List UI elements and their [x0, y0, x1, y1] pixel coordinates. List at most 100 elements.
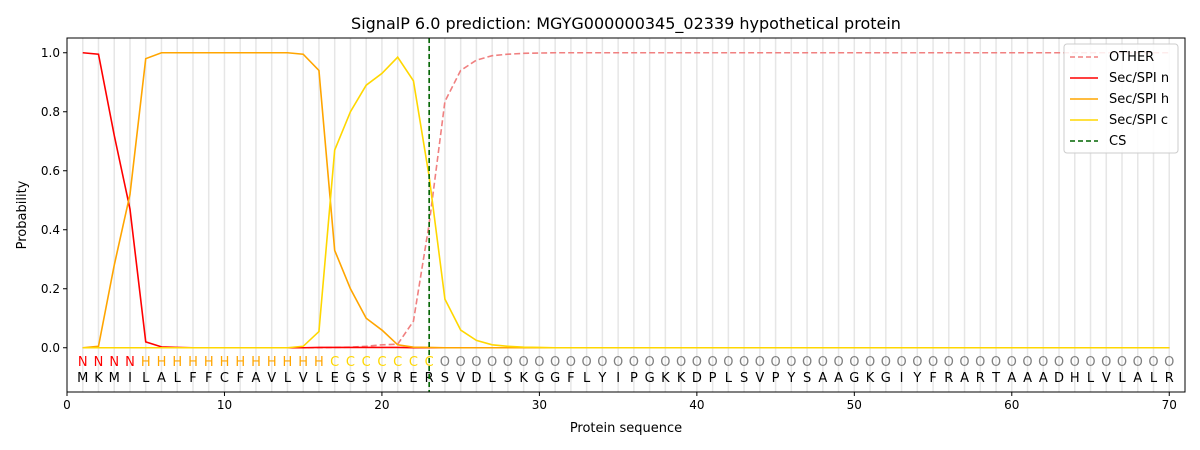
x-axis-label: Protein sequence — [570, 421, 682, 436]
region-label: O — [802, 355, 812, 370]
region-label: O — [440, 355, 450, 370]
region-label: O — [991, 355, 1001, 370]
plot-frame — [66, 37, 1186, 393]
y-tick-label: 0.8 — [41, 105, 60, 119]
x-tick-label: 60 — [1004, 398, 1019, 412]
region-label: N — [78, 355, 88, 370]
region-label: O — [786, 355, 796, 370]
region-label: O — [896, 355, 906, 370]
region-label: H — [157, 355, 167, 370]
region-label: N — [125, 355, 135, 370]
residue-letter: F — [189, 371, 196, 386]
residue-letter: K — [677, 371, 686, 386]
region-label: O — [770, 355, 780, 370]
region-label: O — [959, 355, 969, 370]
x-tick-label: 70 — [1162, 398, 1177, 412]
residue-letter: A — [1023, 371, 1032, 386]
region-label: O — [487, 355, 497, 370]
residue-letter: F — [929, 371, 936, 386]
x-tick-label: 10 — [217, 398, 232, 412]
region-label: O — [1007, 355, 1017, 370]
residue-letter: L — [583, 371, 591, 386]
x-tick-label: 20 — [374, 398, 389, 412]
residue-letter: P — [772, 371, 780, 386]
x-tick-label: 50 — [847, 398, 862, 412]
residue-letter: L — [489, 371, 497, 386]
residue-letter: Y — [912, 371, 921, 386]
region-label: O — [849, 355, 859, 370]
residue-letter: G — [345, 371, 355, 386]
residue-letter: G — [849, 371, 859, 386]
region-label: O — [550, 355, 560, 370]
region-label: C — [330, 355, 339, 370]
residue-letter: G — [881, 371, 891, 386]
residue-letter: V — [755, 371, 764, 386]
residue-letter: V — [377, 371, 386, 386]
region-label: O — [912, 355, 922, 370]
residue-letter: V — [456, 371, 465, 386]
series-line-sec-spi-h — [82, 51, 1170, 349]
residue-letter: I — [900, 371, 904, 386]
residue-letter: D — [1054, 371, 1064, 386]
region-label: O — [1054, 355, 1064, 370]
legend-entry: CS — [1109, 134, 1126, 149]
residue-letter: A — [157, 371, 166, 386]
series-line-sec-spi-n — [82, 51, 1170, 349]
residue-letter: V — [267, 371, 276, 386]
residue-letter: F — [236, 371, 243, 386]
residue-letter: A — [834, 371, 843, 386]
region-label: O — [566, 355, 576, 370]
chart-title: SignalP 6.0 prediction: MGYG000000345_02… — [351, 14, 901, 34]
residue-letter: G — [534, 371, 544, 386]
region-label: H — [204, 355, 214, 370]
legend-entry: Sec/SPI c — [1109, 113, 1168, 128]
residue-letter: A — [252, 371, 261, 386]
residue-letter: L — [1118, 371, 1126, 386]
region-label: O — [707, 355, 717, 370]
region-label: O — [881, 355, 891, 370]
residue-letter: V — [1102, 371, 1111, 386]
residue-letter: M — [109, 371, 120, 386]
region-label: O — [975, 355, 985, 370]
region-label: O — [519, 355, 529, 370]
region-label: O — [660, 355, 670, 370]
y-tick-label: 0.6 — [41, 164, 60, 178]
residue-letter: L — [1087, 371, 1095, 386]
region-label: O — [755, 355, 765, 370]
region-label: O — [818, 355, 828, 370]
region-label: O — [613, 355, 623, 370]
residue-letter: M — [77, 371, 88, 386]
region-label: O — [676, 355, 686, 370]
x-tick-label: 40 — [689, 398, 704, 412]
legend-entry: Sec/SPI h — [1109, 92, 1169, 107]
region-label: H — [251, 355, 261, 370]
residue-letter: D — [471, 371, 481, 386]
residue-letter: R — [976, 371, 985, 386]
residue-letter: A — [960, 371, 969, 386]
residue-letter: G — [645, 371, 655, 386]
residue-letter: K — [94, 371, 103, 386]
residue-letter: I — [128, 371, 132, 386]
x-tick-label: 0 — [63, 398, 71, 412]
residue-letter: S — [740, 371, 748, 386]
residue-letter: V — [299, 371, 308, 386]
region-label: H — [220, 355, 230, 370]
region-label: O — [1164, 355, 1174, 370]
region-label: O — [944, 355, 954, 370]
region-label: H — [298, 355, 308, 370]
x-tick-label: 30 — [532, 398, 547, 412]
residue-letter: S — [803, 371, 811, 386]
region-label: H — [314, 355, 324, 370]
region-label: O — [534, 355, 544, 370]
residue-letter: L — [142, 371, 150, 386]
y-tick-label: 0.2 — [41, 282, 60, 296]
residue-letter: Y — [597, 371, 606, 386]
region-label: O — [597, 355, 607, 370]
region-label: H — [235, 355, 245, 370]
residue-letter: F — [567, 371, 574, 386]
residue-letter: D — [692, 371, 702, 386]
residue-letter: K — [866, 371, 875, 386]
region-label: O — [629, 355, 639, 370]
y-axis-label: Probability — [15, 180, 30, 249]
